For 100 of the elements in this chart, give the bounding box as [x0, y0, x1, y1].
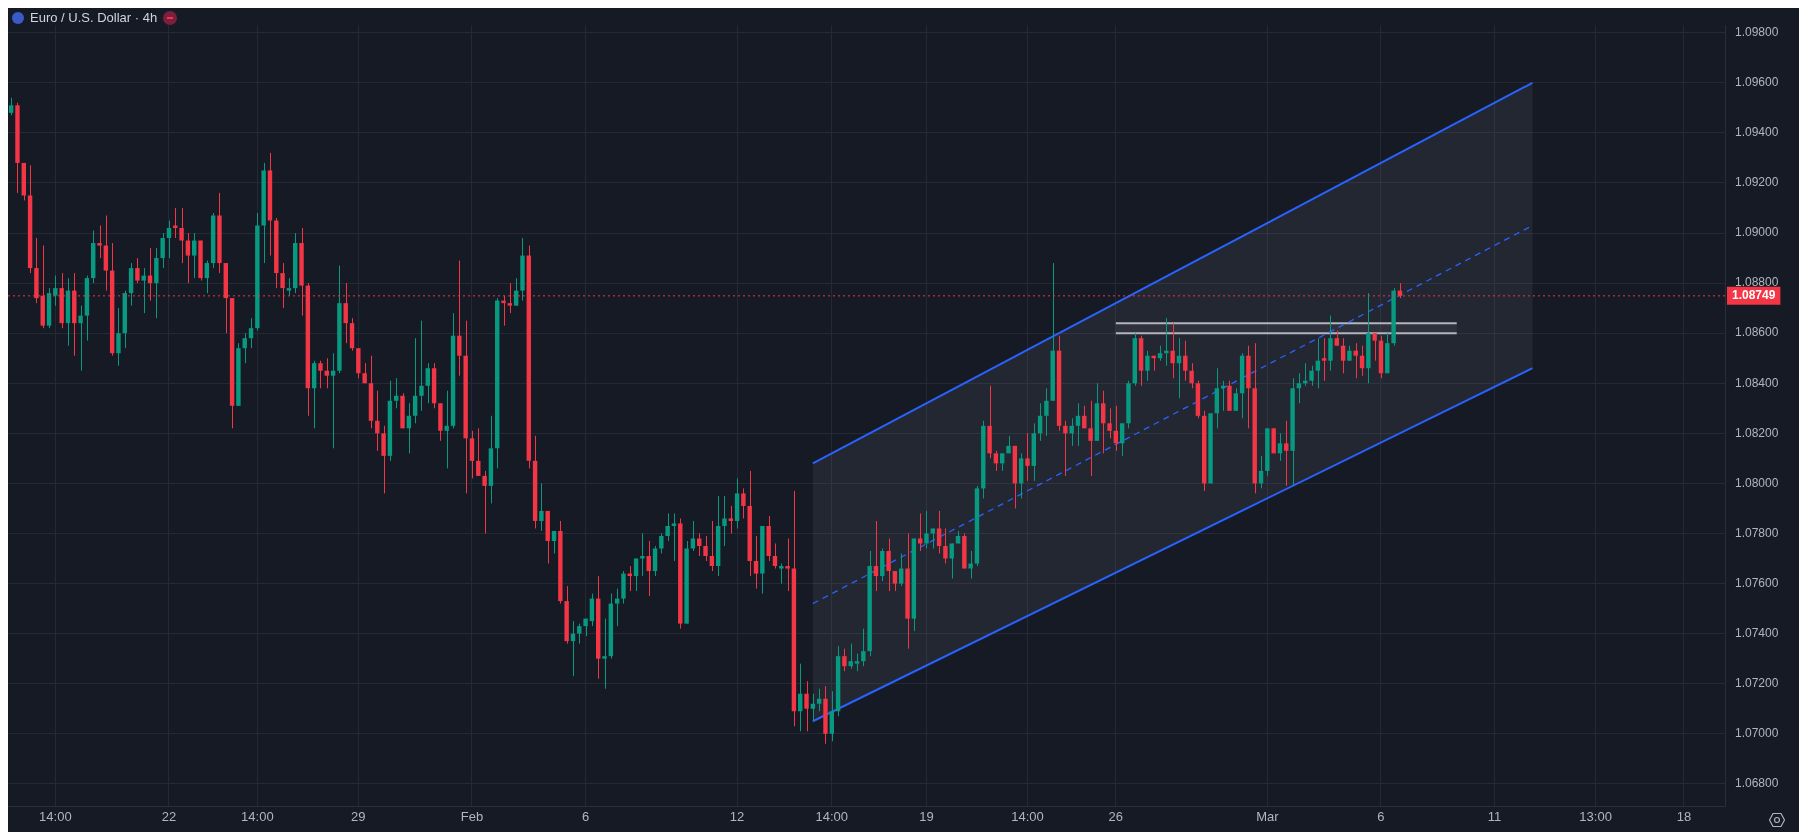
x-tick-label: 14:00	[241, 808, 274, 824]
candlestick	[318, 360, 323, 389]
candlestick	[1233, 387, 1238, 412]
candlestick	[1075, 402, 1081, 447]
candlestick	[539, 482, 544, 532]
y-tick-label: 1.07000	[1735, 726, 1779, 741]
candlestick	[943, 527, 948, 565]
candlestick	[602, 618, 607, 690]
candlestick	[697, 532, 702, 557]
y-tick-label: 1.09600	[1735, 75, 1779, 90]
candlestick	[842, 648, 847, 672]
candlestick	[816, 688, 822, 712]
y-tick-label: 1.07200	[1735, 676, 1779, 691]
candlestick	[324, 357, 329, 389]
candlestick	[330, 352, 336, 449]
candlestick	[116, 307, 121, 367]
y-tick-label: 1.07600	[1735, 575, 1779, 590]
candlestick	[722, 495, 727, 547]
x-tick-label: 14:00	[39, 808, 72, 824]
candlestick	[97, 225, 102, 259]
y-tick-label: 1.06800	[1735, 776, 1779, 791]
candlestick	[785, 537, 790, 592]
candlestick	[192, 232, 197, 279]
y-tick-label: 1.07400	[1735, 625, 1779, 640]
y-tick-label: 1.07800	[1735, 525, 1779, 540]
candlestick	[1372, 332, 1377, 362]
candlestick	[394, 377, 399, 409]
candlestick	[141, 267, 146, 314]
candlestick	[709, 520, 715, 572]
candlestick	[993, 450, 999, 472]
candlestick	[665, 512, 670, 542]
candlestick	[425, 362, 430, 404]
candlestick	[741, 487, 746, 519]
candlestick	[728, 505, 733, 534]
candlestick	[1321, 337, 1327, 382]
candlestick	[936, 510, 942, 555]
candlestick	[779, 563, 784, 585]
candlestick	[614, 588, 620, 627]
candlestick	[1145, 350, 1150, 382]
candlestick	[848, 643, 853, 670]
candlestick	[703, 535, 708, 562]
candlestick	[861, 628, 866, 667]
candlestick	[829, 690, 834, 742]
candlestick	[1315, 337, 1321, 389]
candlestick	[640, 532, 645, 577]
candlestick	[242, 332, 247, 364]
x-tick-label: 14:00	[1011, 808, 1044, 824]
candlestick	[1284, 420, 1289, 487]
candlestick	[772, 543, 778, 570]
y-tick-label: 1.09400	[1735, 125, 1779, 140]
candlestick	[886, 537, 891, 592]
candlestick	[1277, 432, 1283, 462]
x-tick-label: 11	[1487, 808, 1502, 824]
x-tick-label: 6	[1377, 808, 1385, 824]
candlestick	[1025, 432, 1030, 482]
candlestick	[899, 553, 904, 587]
candlestick	[1189, 362, 1194, 389]
candlestick	[1164, 317, 1169, 367]
candlestick	[873, 520, 879, 592]
x-tick-label: 22	[161, 808, 177, 824]
candlestick	[1170, 322, 1175, 379]
candlestick	[1069, 417, 1074, 447]
candlestick	[1328, 315, 1333, 372]
x-tick-label: 29	[351, 808, 366, 824]
candlestick	[412, 337, 418, 424]
y-tick-label: 1.08400	[1735, 375, 1779, 390]
candlestick	[810, 693, 816, 722]
candlestick	[917, 512, 923, 552]
candlestick	[968, 550, 973, 580]
chart-title: Euro / U.S. Dollar · 4h	[30, 10, 158, 25]
x-tick-label: 13:00	[1579, 808, 1612, 824]
y-tick-label: 1.09800	[1735, 25, 1779, 40]
candlestick	[53, 275, 58, 307]
candlestick	[1353, 342, 1358, 379]
candlestick	[646, 540, 651, 597]
x-tick-label: 12	[729, 808, 745, 824]
candlestick	[1063, 420, 1068, 477]
candlestick	[577, 623, 582, 645]
candlestick	[1296, 372, 1302, 404]
ref-line-label: 1.08749	[1732, 288, 1776, 303]
candlestick	[892, 570, 898, 592]
x-tick-label: Mar	[1256, 808, 1280, 824]
candlestick	[78, 305, 83, 372]
candlestick	[469, 430, 475, 479]
x-tick-label: 14:00	[815, 808, 849, 824]
candlestick	[804, 680, 809, 732]
x-tick-label: 18	[1676, 808, 1692, 824]
x-tick-label: 26	[1108, 808, 1124, 824]
candlestick	[476, 427, 481, 477]
candlestick	[160, 232, 165, 269]
candlestick	[1340, 337, 1346, 374]
candlestick	[135, 257, 140, 284]
candlestick	[924, 510, 929, 549]
y-tick-label: 1.09200	[1735, 175, 1779, 190]
candlestick	[1309, 365, 1314, 387]
candlestick	[690, 520, 696, 552]
candlestick	[248, 317, 254, 349]
candlestick	[753, 535, 759, 590]
x-tick-label: Feb	[460, 808, 484, 824]
candlestick	[1044, 387, 1049, 437]
